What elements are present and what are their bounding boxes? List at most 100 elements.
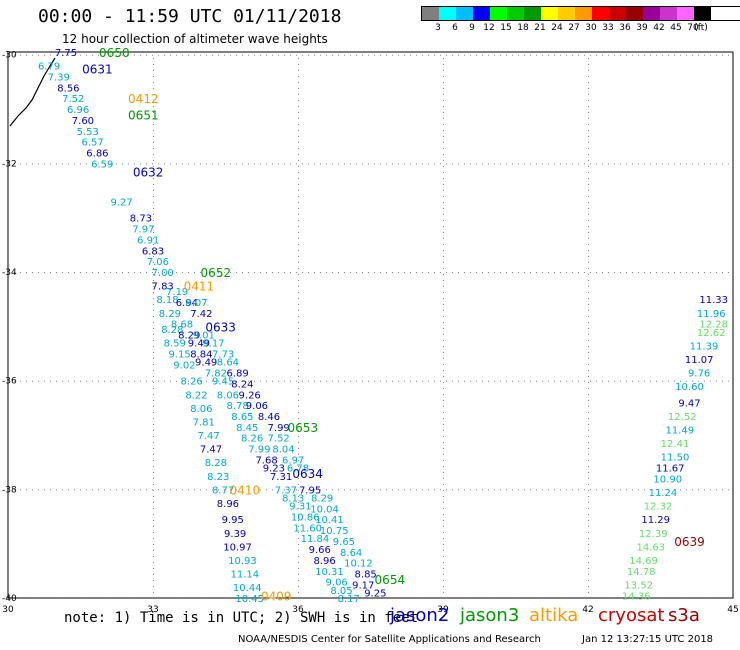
grid-dot <box>146 380 147 382</box>
grid-dot <box>733 88 734 89</box>
grid-dot <box>733 220 734 221</box>
grid-dot <box>443 268 444 269</box>
grid-dot <box>8 580 9 581</box>
grid-dot <box>733 550 734 551</box>
grid-dot <box>542 54 543 56</box>
grid-dot <box>638 380 639 382</box>
grid-dot <box>153 490 154 491</box>
grid-dot <box>290 272 291 274</box>
grid-dot <box>8 472 9 473</box>
color-swatch <box>541 7 558 20</box>
grid-dot <box>733 160 734 161</box>
grid-dot <box>153 388 154 389</box>
grid-dot <box>260 598 261 599</box>
grid-dot <box>704 380 705 382</box>
grid-dot <box>74 272 75 274</box>
grid-dot <box>488 163 489 165</box>
grid-dot <box>443 220 444 221</box>
grid-dot <box>692 163 693 165</box>
grid-dot <box>588 376 589 377</box>
grid-dot <box>470 489 471 491</box>
grid-dot <box>512 163 513 165</box>
grid-dot <box>8 148 9 149</box>
grid-dot <box>638 163 639 165</box>
wave-height-value: 8.26 <box>241 434 263 445</box>
color-scale-label: 30 <box>585 23 597 33</box>
grid-dot <box>248 489 249 491</box>
grid-dot <box>98 272 99 274</box>
wave-height-value: 6.79 <box>38 62 60 73</box>
grid-dot <box>524 54 525 56</box>
grid-dot <box>722 489 723 491</box>
grid-dot <box>434 272 435 274</box>
grid-dot <box>602 163 603 165</box>
grid-dot <box>153 142 154 143</box>
grid-dot <box>440 598 441 599</box>
wave-height-value: 8.07 <box>185 298 207 309</box>
grid-dot <box>8 574 9 575</box>
wave-height-value: 10.86 <box>291 513 320 524</box>
grid-dot <box>8 380 9 382</box>
color-scale-label: 33 <box>602 23 614 33</box>
grid-dot <box>588 382 589 383</box>
grid-dot <box>530 163 531 165</box>
grid-dot <box>588 514 589 515</box>
grid-dot <box>588 298 589 299</box>
grid-dot <box>443 100 444 101</box>
grid-dot <box>542 380 543 382</box>
grid-dot <box>153 166 154 167</box>
grid-dot <box>482 489 483 491</box>
grid-dot <box>326 272 327 274</box>
grid-dot <box>356 272 357 274</box>
grid-dot <box>98 163 99 165</box>
grid-dot <box>443 454 444 455</box>
wave-height-value: 14.69 <box>629 556 658 567</box>
wave-height-value: 14.36 <box>622 591 651 602</box>
grid-dot <box>512 54 513 56</box>
track-label: 0410 <box>230 483 261 497</box>
grid-dot <box>596 163 597 165</box>
grid-dot <box>298 418 299 419</box>
grid-dot <box>298 244 299 245</box>
grid-dot <box>443 154 444 155</box>
grid-dot <box>8 448 9 449</box>
grid-dot <box>298 184 299 185</box>
grid-dot <box>170 489 171 491</box>
grid-dot <box>8 70 9 71</box>
grid-dot <box>626 380 627 382</box>
grid-dot <box>680 489 681 491</box>
grid-dot <box>578 380 579 382</box>
grid-dot <box>398 380 399 382</box>
grid-dot <box>8 418 9 419</box>
grid-dot <box>588 346 589 347</box>
grid-dot <box>428 272 429 274</box>
grid-dot <box>254 163 255 165</box>
wave-height-value: 9.49 <box>188 339 210 350</box>
grid-dot <box>728 54 729 56</box>
grid-dot <box>443 118 444 119</box>
grid-dot <box>590 598 591 599</box>
grid-dot <box>298 394 299 395</box>
grid-dot <box>44 272 45 274</box>
grid-dot <box>298 292 299 293</box>
grid-dot <box>416 272 417 274</box>
grid-dot <box>733 274 734 275</box>
grid-dot <box>566 54 567 56</box>
grid-dot <box>698 54 699 56</box>
grid-dot <box>716 489 717 491</box>
grid-dot <box>443 568 444 569</box>
wave-height-value: 9.65 <box>333 537 355 548</box>
grid-dot <box>296 163 297 165</box>
grid-dot <box>733 490 734 491</box>
grid-dot <box>443 460 444 461</box>
grid-dot <box>733 178 734 179</box>
grid-dot <box>8 232 9 233</box>
grid-dot <box>716 598 717 599</box>
grid-dot <box>443 526 444 527</box>
grid-dot <box>308 272 309 274</box>
color-scale-label: 18 <box>517 23 529 33</box>
wave-height-value: 9.26 <box>239 390 261 401</box>
grid-dot <box>298 70 299 71</box>
grid-dot <box>710 54 711 56</box>
grid-dot <box>566 163 567 165</box>
